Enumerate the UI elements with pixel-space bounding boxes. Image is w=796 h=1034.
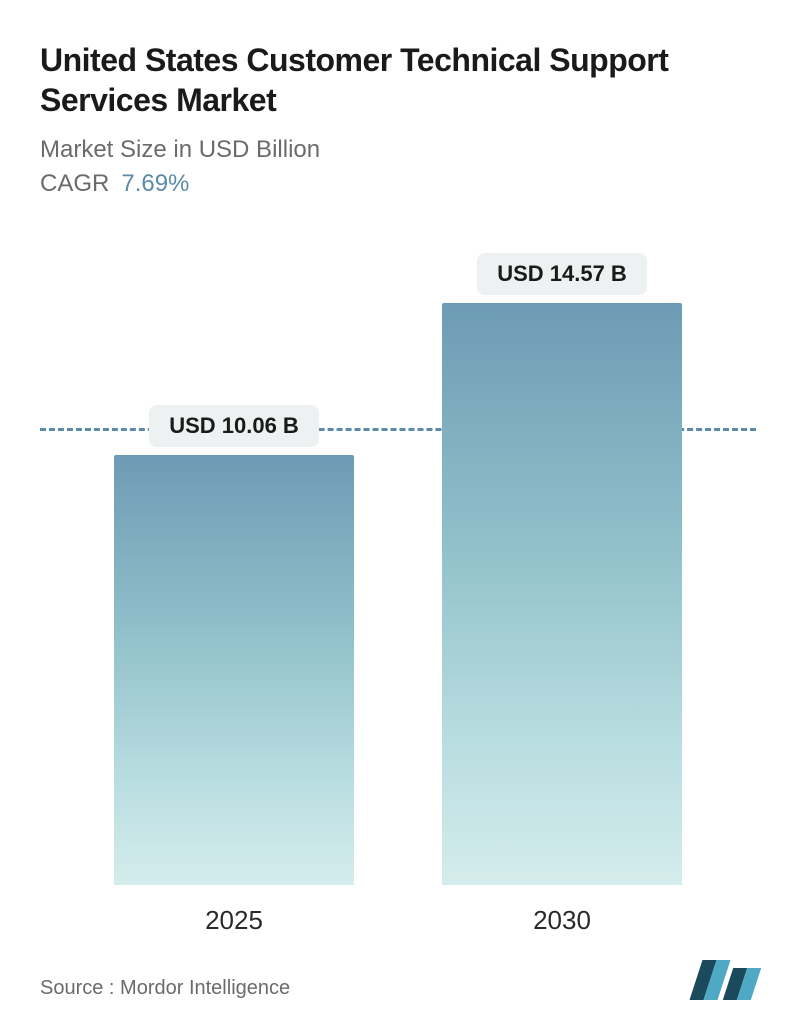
source-text: Source : Mordor Intelligence — [40, 977, 290, 1000]
chart-footer: Source : Mordor Intelligence — [40, 960, 756, 1014]
mordor-logo — [696, 960, 756, 1000]
bar-value-label: USD 10.06 B — [149, 405, 319, 447]
x-axis-label: 2030 — [442, 905, 682, 936]
bar-value-label: USD 14.57 B — [477, 253, 647, 295]
bar — [442, 303, 682, 885]
x-axis-label: 2025 — [114, 905, 354, 936]
bar-wrapper: USD 10.06 B — [114, 405, 354, 885]
bar — [114, 455, 354, 885]
cagr-label: CAGR — [40, 170, 109, 198]
cagr-value: 7.69% — [121, 170, 189, 198]
cagr-row: CAGR 7.69% — [40, 170, 756, 198]
chart-container: United States Customer Technical Support… — [0, 0, 796, 1034]
chart-title: United States Customer Technical Support… — [40, 40, 756, 120]
chart-area: USD 10.06 B USD 14.57 B — [40, 238, 756, 885]
chart-subtitle: Market Size in USD Billion — [40, 136, 756, 164]
bar-wrapper: USD 14.57 B — [442, 253, 682, 885]
x-axis-labels: 2025 2030 — [40, 893, 756, 936]
